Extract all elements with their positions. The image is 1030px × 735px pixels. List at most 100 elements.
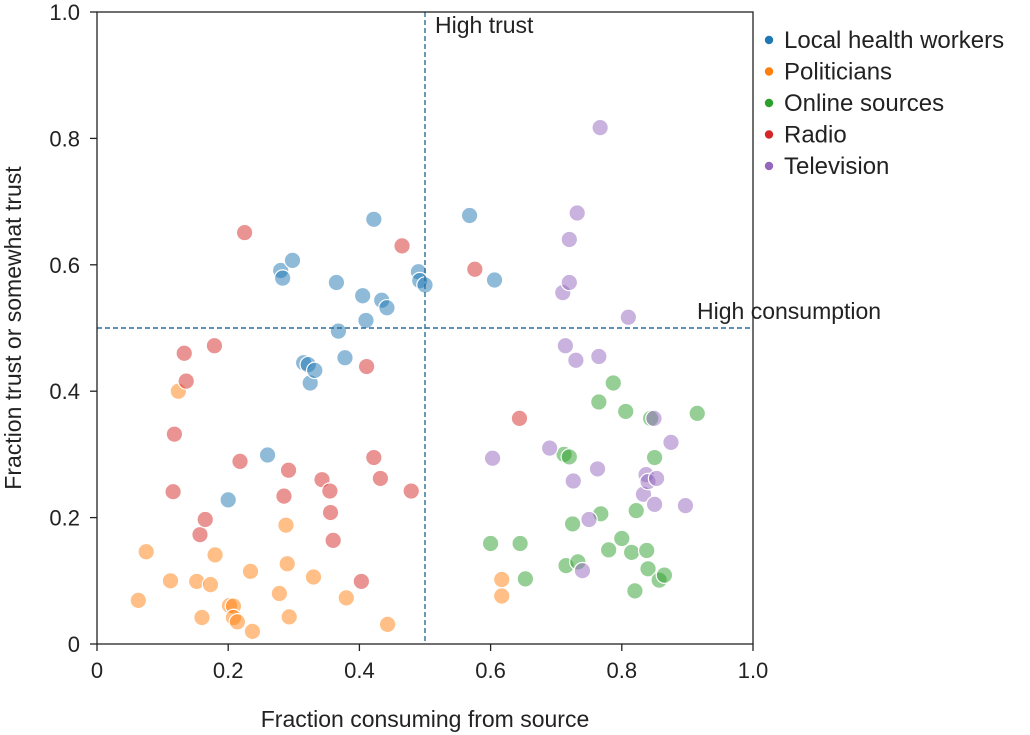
data-point xyxy=(329,322,348,340)
data-point xyxy=(590,347,608,366)
data-point xyxy=(492,587,511,605)
data-point xyxy=(591,118,609,137)
data-point xyxy=(402,482,421,500)
data-point xyxy=(357,357,376,376)
legend: Local health workers Politicians Online so… xyxy=(764,27,1004,180)
data-point xyxy=(129,591,148,610)
data-point xyxy=(604,374,623,392)
data-point xyxy=(304,568,323,586)
data-point xyxy=(378,298,396,317)
data-point xyxy=(619,308,638,327)
data-point xyxy=(277,516,295,534)
data-point xyxy=(647,469,666,488)
data-point xyxy=(278,554,297,573)
data-point xyxy=(191,525,209,544)
legend-label: Television xyxy=(784,153,889,180)
data-point xyxy=(175,344,194,363)
data-point xyxy=(516,570,535,588)
data-point xyxy=(205,336,224,355)
data-point xyxy=(622,543,641,562)
data-point xyxy=(378,615,397,634)
data-point xyxy=(327,273,346,292)
legend-marker xyxy=(764,67,774,76)
data-point xyxy=(235,223,254,242)
data-points xyxy=(129,118,707,641)
data-point xyxy=(275,487,293,505)
data-point xyxy=(201,575,220,594)
y-tick-label: 0 xyxy=(68,632,80,657)
data-point xyxy=(193,608,211,627)
legend-marker xyxy=(764,98,774,108)
data-point xyxy=(645,409,663,428)
data-point xyxy=(573,561,592,580)
data-point xyxy=(511,534,529,553)
series-2 xyxy=(481,374,707,600)
data-point xyxy=(599,541,618,559)
data-point xyxy=(196,510,215,529)
data-point xyxy=(165,425,184,443)
data-point xyxy=(164,482,182,501)
data-point xyxy=(206,546,224,564)
data-point xyxy=(365,210,383,229)
x-tick-label: 1.0 xyxy=(738,658,769,683)
y-tick-label: 0.6 xyxy=(49,253,80,278)
data-point xyxy=(563,515,582,533)
data-point xyxy=(283,251,302,270)
data-point xyxy=(231,452,249,471)
series-0 xyxy=(219,206,504,509)
data-point xyxy=(393,237,411,255)
data-point xyxy=(616,402,635,421)
data-point xyxy=(639,559,657,578)
legend-marker xyxy=(764,35,774,45)
x-tick-label: 0.6 xyxy=(475,658,506,683)
y-axis-title: Fraction trust or somewhat trust xyxy=(0,166,26,490)
data-point xyxy=(627,501,646,520)
data-point xyxy=(492,570,511,589)
data-point xyxy=(540,439,559,457)
legend-label: Local health workers xyxy=(784,27,1004,54)
data-point xyxy=(568,204,586,222)
data-point xyxy=(466,260,484,279)
data-point xyxy=(564,472,583,490)
x-tick-label: 0 xyxy=(91,658,103,683)
data-point xyxy=(279,461,298,479)
data-point xyxy=(460,206,479,225)
x-tick-label: 0.2 xyxy=(213,658,244,683)
data-point xyxy=(280,608,299,626)
legend-label: Online sources xyxy=(784,90,944,117)
data-point xyxy=(485,271,504,289)
data-point xyxy=(228,613,247,631)
data-point xyxy=(645,495,664,514)
data-point xyxy=(612,529,631,548)
data-point xyxy=(637,541,656,560)
y-tick-label: 0.2 xyxy=(49,506,80,531)
data-point xyxy=(371,469,390,488)
data-point xyxy=(177,372,196,390)
data-point xyxy=(305,361,324,380)
data-point xyxy=(676,496,695,515)
x-tick-label: 0.8 xyxy=(607,658,638,683)
data-point xyxy=(688,404,707,423)
series-1 xyxy=(129,382,511,641)
y-tick-label: 0.8 xyxy=(49,126,80,151)
data-point xyxy=(556,336,575,355)
x-axis-title: Fraction consuming from source xyxy=(261,706,590,732)
data-point xyxy=(662,433,680,452)
data-point xyxy=(645,448,664,467)
data-point xyxy=(357,311,375,330)
data-point xyxy=(321,503,340,522)
data-point xyxy=(161,571,180,590)
plot-frame xyxy=(96,11,754,645)
data-point xyxy=(321,482,339,500)
data-point xyxy=(510,409,529,428)
data-point xyxy=(626,582,644,600)
data-point xyxy=(241,562,260,581)
y-tick-label: 1.0 xyxy=(49,0,80,25)
data-point xyxy=(273,269,292,287)
y-tick-label: 0.4 xyxy=(49,379,80,404)
data-point xyxy=(560,230,579,249)
series-4 xyxy=(483,118,695,580)
legend-label: Radio xyxy=(784,122,847,149)
data-point xyxy=(481,534,500,553)
